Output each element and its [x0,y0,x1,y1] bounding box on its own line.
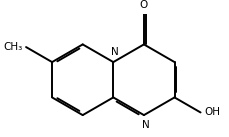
Text: N: N [141,120,149,130]
Text: CH₃: CH₃ [3,42,22,52]
Text: N: N [111,47,118,57]
Text: O: O [139,0,147,10]
Text: OH: OH [203,107,219,117]
